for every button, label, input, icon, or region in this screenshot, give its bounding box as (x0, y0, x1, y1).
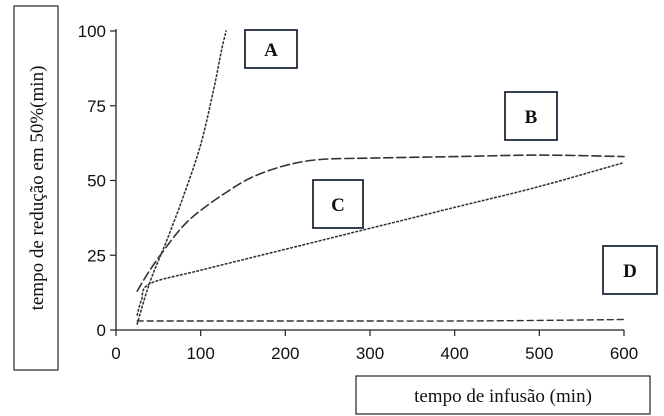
y-axis-title: tempo de redução em 50%(min) (27, 66, 48, 311)
axes: 0 25 50 75 100 0 100 200 300 400 500 600 (78, 22, 639, 363)
x-tick-label: 0 (111, 344, 120, 363)
x-tick-label: 400 (440, 344, 468, 363)
series-line-d (136, 318, 625, 322)
curve-label-text: B (525, 107, 538, 128)
ylabel-box: tempo de redução em 50%(min) (13, 5, 59, 371)
series-line-a (136, 30, 227, 325)
x-tick-label: 500 (525, 344, 553, 363)
y-tick-label: 100 (78, 22, 106, 41)
curve-label-box (312, 179, 364, 229)
x-tick-label: 200 (271, 344, 299, 363)
y-tick-label: 25 (87, 246, 106, 265)
curve-label-text: C (331, 195, 345, 216)
curve-label-d: D (602, 245, 658, 295)
y-tick-label: 0 (97, 321, 106, 340)
y-tick-label: 75 (87, 97, 106, 116)
labels-layer: A B C D (244, 29, 658, 295)
y-tick-label: 50 (87, 172, 106, 191)
curve-label-box (602, 245, 658, 295)
curve-label-text: D (623, 261, 637, 282)
series-layer (136, 30, 625, 325)
curve-label-c: C (312, 179, 364, 229)
curve-label-box (504, 91, 558, 141)
x-tick-label: 300 (356, 344, 384, 363)
series-line-b (136, 154, 625, 292)
curve-label-b: B (504, 91, 558, 141)
curve-label-text: A (264, 40, 278, 61)
curve-label-a: A (244, 29, 298, 69)
series-line-c (136, 161, 625, 316)
x-tick-label: 600 (610, 344, 638, 363)
x-axis-title: tempo de infusão (min) (414, 386, 592, 407)
x-tick-label: 100 (186, 344, 214, 363)
curve-label-box (244, 29, 298, 69)
xlabel-box: tempo de infusão (min) (355, 375, 651, 415)
